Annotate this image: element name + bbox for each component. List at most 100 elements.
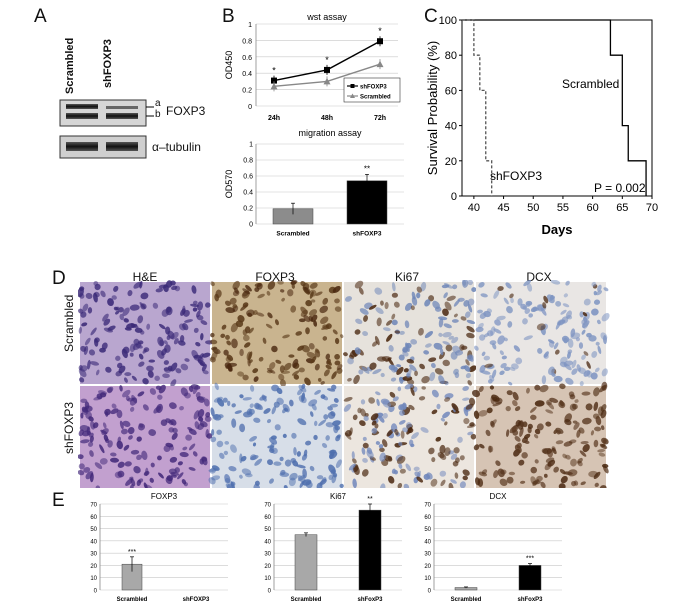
- panel-letter-a: A: [34, 6, 47, 27]
- wst-significance: *: [325, 55, 329, 65]
- e_ki67-bar-0: [294, 534, 318, 591]
- col-title-ki67: Ki67: [394, 270, 420, 284]
- survival-ytick: 80: [445, 50, 457, 62]
- e_ki67-significance: **: [367, 496, 373, 503]
- e_dcx-xtick: Scrambled: [451, 597, 482, 603]
- migration-ytick: 0.6: [243, 174, 253, 181]
- survival-ytick: 40: [445, 121, 457, 133]
- panel-a-western-blot: Scrambled shFOXP3 a b FOXP3 α–tubulin: [40, 20, 230, 170]
- e_foxp3-ytick: 10: [90, 576, 97, 582]
- wst-point-shFOXP3: [377, 38, 383, 45]
- histology-image-shfoxp3-ki67: [343, 383, 477, 488]
- wst-assay-chart: wst assay 0 0.2 0.4 0.6 0.8 1 OD450 24h 48h 72h * * *…: [224, 12, 401, 122]
- survival-annotation-pvalue: P = 0.002: [594, 181, 646, 195]
- e_ki67-ytick: 50: [264, 527, 271, 533]
- e_dcx-ytick: 70: [424, 503, 431, 509]
- survival-annotation-scrambled: Scrambled: [562, 77, 619, 91]
- tubulin-band-shfoxp3: [106, 142, 138, 151]
- migration-xtick: Scrambled: [276, 231, 309, 238]
- e_ki67-title: Ki67: [330, 492, 347, 501]
- survival-chart: 0 20 40 60 80 100 40 45 50 55 60 65 70 Survival Proba…: [425, 15, 658, 237]
- foxp3-band-scrambled-a: [66, 104, 98, 109]
- blot-label-foxp3: FOXP3: [166, 104, 206, 118]
- e_foxp3-ytick: 30: [90, 552, 97, 558]
- survival-xtick: 60: [587, 202, 599, 214]
- wst-legend-marker: [350, 93, 355, 98]
- wst-point-shFOXP3: [271, 77, 277, 84]
- e-foxp3-chart: FOXP3 0 10 20 30 40 50 60 70 Scrambled *** shFOXP3: [90, 492, 228, 603]
- e_foxp3-title: FOXP3: [151, 492, 178, 501]
- e_foxp3-significance: ***: [128, 549, 136, 556]
- survival-ylabel: Survival Probability (%): [425, 41, 440, 175]
- e_dcx-ytick: 30: [424, 552, 431, 558]
- e_foxp3-ytick: 60: [90, 515, 97, 521]
- wst-ytick: 1: [248, 22, 252, 29]
- wst-ytick: 0.2: [242, 88, 252, 95]
- wst-ytick: 0.8: [242, 38, 252, 45]
- e_dcx-significance: ***: [526, 556, 534, 563]
- wst-ylabel: OD450: [224, 51, 234, 80]
- row-label-shfoxp3: shFOXP3: [62, 401, 76, 454]
- survival-xtick: 45: [497, 202, 509, 214]
- e_dcx-bar-1: [518, 565, 542, 591]
- col-title-he: H&E: [132, 270, 158, 284]
- foxp3-band-shfoxp3-b: [106, 113, 138, 119]
- foxp3-band-shfoxp3-a: [106, 106, 138, 109]
- survival-xlabel: Days: [541, 222, 572, 237]
- histology-image-scrambled-foxp3: [209, 280, 344, 387]
- wst-significance: *: [378, 26, 382, 36]
- wst-point-Scrambled: [323, 77, 331, 85]
- migration-ylabel: OD570: [224, 170, 234, 199]
- migration-ytick: 0.4: [243, 190, 253, 197]
- e_ki67-bar-1: [358, 509, 382, 591]
- migration-xtick: shFOXP3: [353, 231, 382, 238]
- survival-annotation-shfoxp3: shFOXP3: [490, 169, 542, 183]
- e_foxp3-ytick: 20: [90, 564, 97, 570]
- e_dcx-ytick: 10: [424, 576, 431, 582]
- histology-image-scrambled-dcx: [474, 280, 610, 387]
- e_dcx-title: DCX: [490, 492, 508, 501]
- wst-ytick: 0.6: [242, 55, 252, 62]
- migration-ytick: 0.2: [243, 206, 253, 213]
- histology-images: [78, 280, 610, 488]
- histology-image-shfoxp3-foxp3: [208, 382, 344, 488]
- e_dcx-ytick: 50: [424, 527, 431, 533]
- histology-image-shfoxp3-he: [78, 384, 213, 488]
- wst-xtick: 48h: [321, 115, 333, 122]
- col-title-dcx: DCX: [526, 270, 552, 284]
- histology-image-scrambled-ki67: [343, 280, 477, 386]
- e_ki67-ytick: 10: [264, 576, 271, 582]
- e_dcx-ytick: 0: [428, 589, 432, 595]
- e_foxp3-ytick: 0: [94, 589, 98, 595]
- col-title-foxp3: FOXP3: [255, 270, 295, 284]
- migration-title: migration assay: [298, 128, 362, 138]
- e_foxp3-ytick: 70: [90, 503, 97, 509]
- e_ki67-ytick: 0: [268, 589, 272, 595]
- e-ki67-chart: Ki67 0 10 20 30 40 50 60 70 Scrambled shFoxP3 **: [264, 492, 402, 603]
- migration-significance: **: [364, 164, 370, 173]
- survival-xtick: 40: [468, 202, 480, 214]
- foxp3-band-scrambled-b: [66, 113, 98, 119]
- e_dcx-xtick: shFoxP3: [517, 597, 543, 603]
- e_ki67-ytick: 20: [264, 564, 271, 570]
- wst-xtick: 24h: [268, 115, 280, 122]
- migration-bar-1: [346, 180, 388, 225]
- wst-ytick: 0.4: [242, 71, 252, 78]
- e_ki67-xtick: Scrambled: [291, 597, 322, 603]
- e_foxp3-xtick: shFOXP3: [183, 597, 210, 603]
- band-mark-a: a: [155, 98, 161, 109]
- e_dcx-ytick: 40: [424, 539, 431, 545]
- panel-letter-d: D: [52, 268, 66, 289]
- panel-letter-b: B: [222, 6, 235, 27]
- wst-point-Scrambled: [270, 82, 278, 90]
- wst-significance: *: [272, 66, 276, 76]
- survival-ytick: 100: [439, 15, 457, 27]
- wst-point-Scrambled: [376, 60, 384, 68]
- tubulin-blot-strip: [59, 135, 147, 159]
- migration-ytick: 0: [249, 222, 253, 229]
- survival-xtick: 65: [616, 202, 628, 214]
- wst-legend-marker: [350, 84, 355, 88]
- survival-xtick: 70: [646, 202, 658, 214]
- wst-point-shFOXP3: [324, 66, 330, 73]
- e_dcx-ytick: 20: [424, 564, 431, 570]
